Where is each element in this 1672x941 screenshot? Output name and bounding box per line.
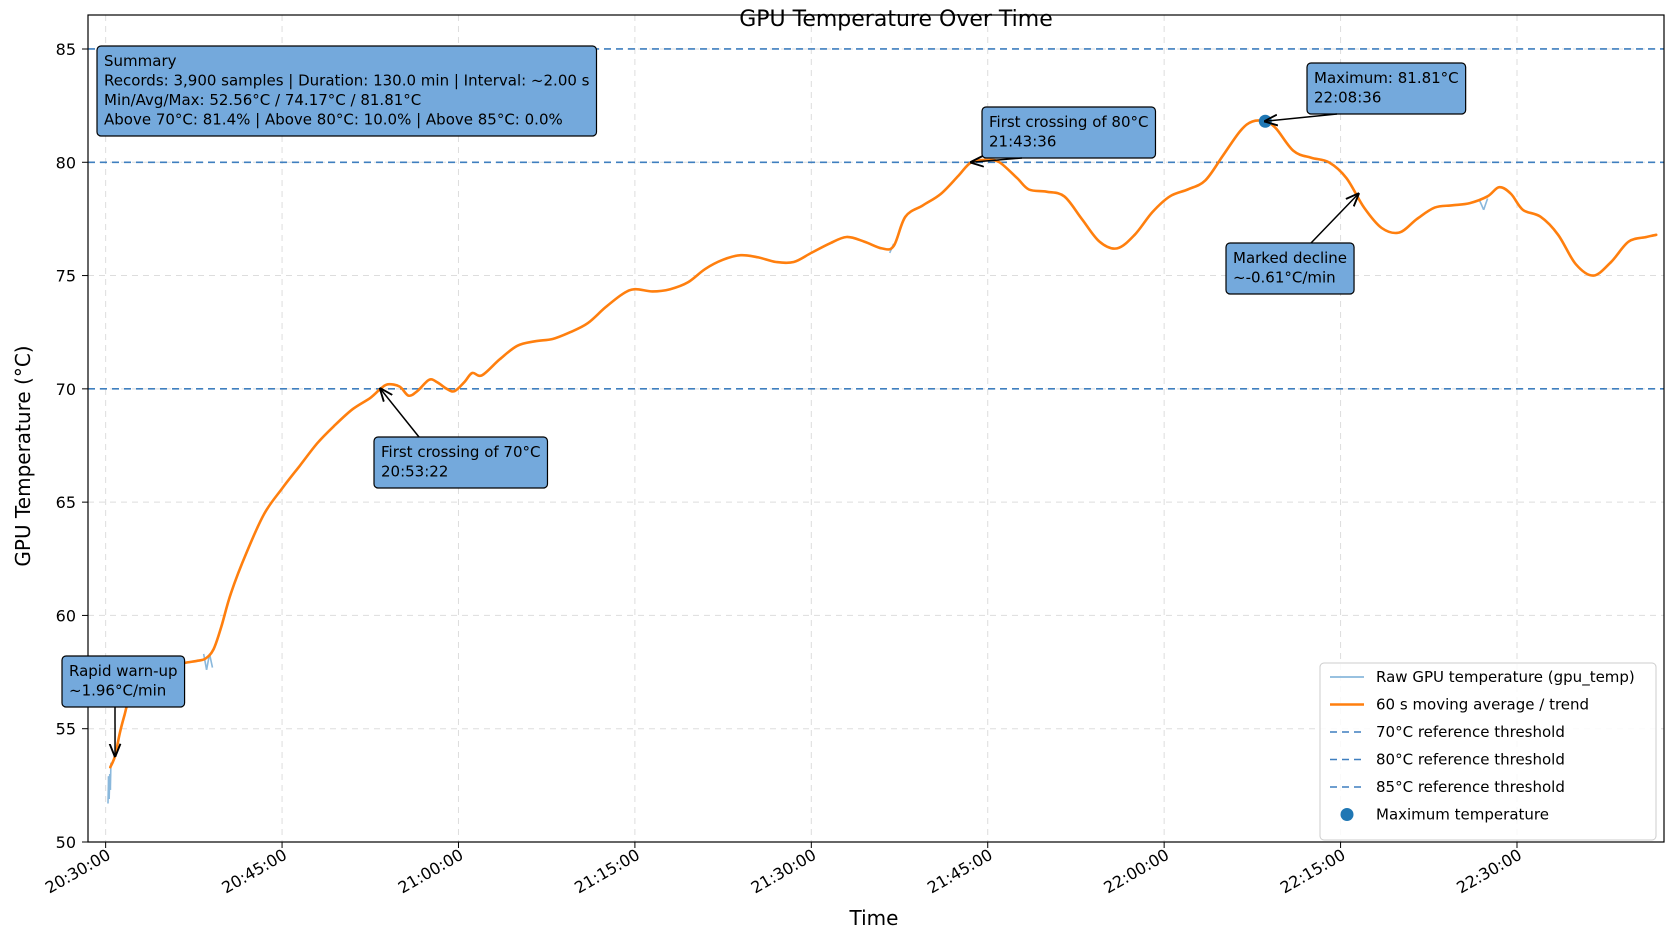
annotation-arrow-first-70 [380,389,420,438]
series-layer [107,119,1658,804]
x-tick-label: 21:45:00 [924,845,996,897]
x-tick-label: 20:45:00 [218,845,290,897]
x-tick-label: 21:30:00 [748,845,820,897]
y-tick-label: 85 [56,40,76,59]
raw-series-segment [1479,200,1485,211]
legend-box [1319,662,1657,841]
annotation-rapid-warmup-box [61,655,186,708]
annotation-maximum-text: Maximum: 81.81°C [1314,69,1459,87]
y-tick-label: 50 [56,833,76,852]
x-tick-label: 22:15:00 [1277,845,1349,897]
y-tick-label: 55 [56,720,76,739]
annotation-first-80-text: First crossing of 80°C [989,113,1148,131]
threshold-layer [88,48,1664,390]
x-tick-label: 22:30:00 [1453,845,1525,897]
annotation-rapid-warmup-text: Rapid warn-up [69,662,178,680]
x-tick-label: 21:00:00 [395,845,467,897]
annotation-arrow-first-80 [971,158,1023,162]
summary-box-text: Records: 3,900 samples | Duration: 130.0… [104,72,590,90]
annotation-first-70: First crossing of 70°C 20:53:22 [373,436,549,489]
y-tick-label: 80 [56,153,76,172]
annotation-first-80: First crossing of 80°C 21:43:36 [981,106,1157,159]
legend-label: 70°C reference threshold [1376,723,1565,741]
raw-series-segment [1482,198,1489,211]
annotation-rapid-warmup: Rapid warn-up ~1.96°C/min [61,655,186,708]
legend-label: 80°C reference threshold [1376,751,1565,769]
annotation-first-70-text: First crossing of 70°C [381,443,540,461]
y-axis-title: GPU Temperature (°C) [11,345,35,566]
legend-label: 85°C reference threshold [1376,778,1565,796]
y-tick-label: 70 [56,380,76,399]
x-tick-label: 22:00:00 [1100,845,1172,897]
annotation-arrow-maximum [1265,113,1338,121]
legend-label: 60 s moving average / trend [1376,696,1589,714]
annotation-first-80-box [981,106,1157,159]
summary-box-text: Summary [104,52,177,70]
annotation-decline: Marked decline ~-0.61°C/min [1225,242,1355,295]
annotation-first-70-box [373,436,549,489]
x-tick-label: 20:30:00 [42,845,114,897]
annotation-decline-text: ~-0.61°C/min [1233,269,1336,287]
annotation-decline-box [1225,242,1355,295]
summary-box-text: Min/Avg/Max: 52.56°C / 74.17°C / 81.81°C [104,91,421,109]
annotation-maximum-text: 22:08:36 [1314,89,1381,107]
annotation-first-80-text: 21:43:36 [989,133,1056,151]
chart-title: GPU Temperature Over Time [739,7,1053,32]
summary-box: Summary Records: 3,900 samples | Duration… [96,45,598,137]
annotation-rapid-warmup-text: ~1.96°C/min [69,682,166,700]
trend-series-line [109,119,1658,769]
annotation-arrow-decline [1310,194,1358,244]
summary-box-text: Above 70°C: 81.4% | Above 80°C: 10.0% | … [104,111,563,129]
annotation-layer: Summary Records: 3,900 samples | Duration… [61,45,1467,756]
annotation-maximum: Maximum: 81.81°C 22:08:36 [1306,62,1467,115]
y-tick-label: 60 [56,606,76,625]
summary-box-box [96,45,598,137]
y-tick-label: 75 [56,267,76,286]
annotation-first-70-text: 20:53:22 [381,463,448,481]
legend-label: Raw GPU temperature (gpu_temp) [1376,668,1635,687]
annotation-decline-text: Marked decline [1233,249,1347,267]
legend-label: Maximum temperature [1376,806,1549,824]
y-tick-label: 65 [56,493,76,512]
annotation-maximum-box [1306,62,1467,115]
raw-series-segment [202,653,208,670]
x-axis-title: Time [849,906,899,930]
plot-frame [87,14,1665,843]
legend-swatch-dot [1340,808,1354,821]
legend-layer: Raw GPU temperature (gpu_temp) 60 s movin… [1319,662,1657,841]
x-tick-label: 21:15:00 [571,845,643,897]
